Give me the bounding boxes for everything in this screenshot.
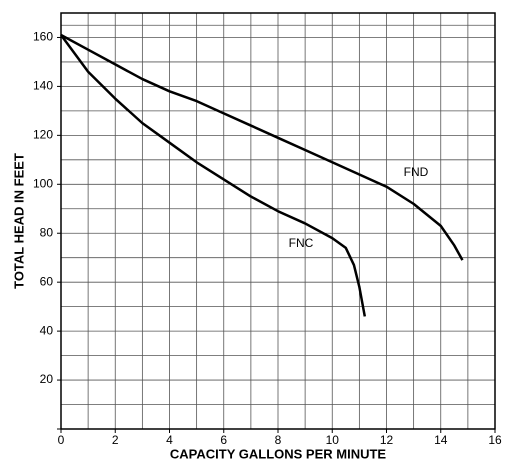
y-tick-label: 160 xyxy=(33,30,53,44)
curve xyxy=(60,33,464,261)
y-tick-label: 40 xyxy=(40,323,54,337)
y-axis-title: TOTAL HEAD IN FEET xyxy=(11,153,26,289)
x-tick-label: 12 xyxy=(380,433,394,447)
x-tick-label: 4 xyxy=(166,433,173,447)
curve xyxy=(59,34,367,317)
y-tick-label: 140 xyxy=(33,79,53,93)
x-tick-label: 14 xyxy=(434,433,448,447)
curve-label: FND xyxy=(404,165,429,179)
y-tick-label: 100 xyxy=(33,176,53,190)
y-tick-label: 20 xyxy=(40,372,54,386)
plot-frame xyxy=(60,12,496,430)
x-tick-label: 16 xyxy=(488,433,502,447)
curve-label: FNC xyxy=(289,236,314,250)
x-tick-label: 6 xyxy=(220,433,227,447)
x-tick-label: 2 xyxy=(112,433,119,447)
x-tick-label: 10 xyxy=(326,433,340,447)
y-tick-label: 120 xyxy=(33,128,53,142)
y-tick-label: 80 xyxy=(40,225,54,239)
y-tick-label: 60 xyxy=(40,274,54,288)
x-tick-label: 0 xyxy=(58,433,65,447)
x-axis-title: CAPACITY GALLONS PER MINUTE xyxy=(170,446,387,461)
x-tick-label: 8 xyxy=(275,433,282,447)
